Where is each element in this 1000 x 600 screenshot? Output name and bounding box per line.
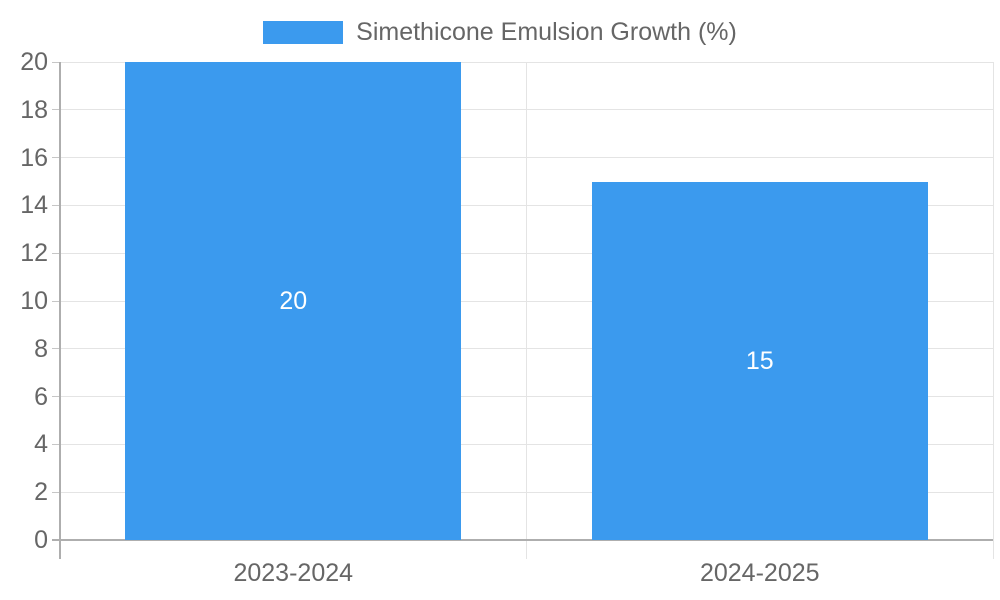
legend[interactable]: Simethicone Emulsion Growth (%) bbox=[0, 19, 1000, 45]
bar[interactable] bbox=[592, 181, 928, 540]
y-tick-label: 10 bbox=[20, 287, 48, 315]
x-axis-tick bbox=[992, 540, 994, 559]
y-axis-tick bbox=[52, 204, 60, 206]
y-axis-tick bbox=[52, 157, 60, 159]
bar[interactable] bbox=[125, 62, 461, 540]
y-axis-tick bbox=[52, 252, 60, 254]
y-axis-tick bbox=[52, 443, 60, 445]
y-axis-tick bbox=[52, 109, 60, 111]
y-tick-label: 6 bbox=[34, 382, 48, 411]
y-tick-label: 12 bbox=[20, 239, 48, 268]
y-tick-label: 4 bbox=[34, 430, 48, 459]
y-axis-tick bbox=[52, 348, 60, 350]
category-splitline bbox=[526, 62, 527, 540]
y-axis-tick bbox=[52, 300, 60, 302]
y-axis-tick bbox=[52, 396, 60, 398]
legend-swatch bbox=[263, 20, 344, 44]
x-tick-label: 2023-2024 bbox=[233, 559, 354, 587]
x-axis-line bbox=[52, 539, 993, 541]
bar-value-label: 20 bbox=[279, 287, 308, 315]
y-tick-label: 0 bbox=[34, 526, 48, 554]
y-tick-label: 14 bbox=[20, 191, 48, 220]
y-axis-line bbox=[59, 62, 61, 559]
y-tick-label: 2 bbox=[34, 478, 48, 507]
category-splitline bbox=[992, 62, 994, 540]
y-tick-label: 8 bbox=[34, 334, 48, 363]
y-tick-label: 20 bbox=[20, 48, 48, 76]
y-axis-tick bbox=[52, 61, 60, 63]
legend-label: Simethicone Emulsion Growth (%) bbox=[356, 18, 737, 46]
x-tick-label: 2024-2025 bbox=[699, 559, 820, 587]
y-tick-label: 18 bbox=[20, 95, 48, 124]
y-tick-label: 16 bbox=[20, 143, 48, 172]
x-axis-tick bbox=[526, 540, 527, 559]
bar-value-label: 15 bbox=[745, 346, 774, 375]
y-axis-tick bbox=[52, 491, 60, 493]
